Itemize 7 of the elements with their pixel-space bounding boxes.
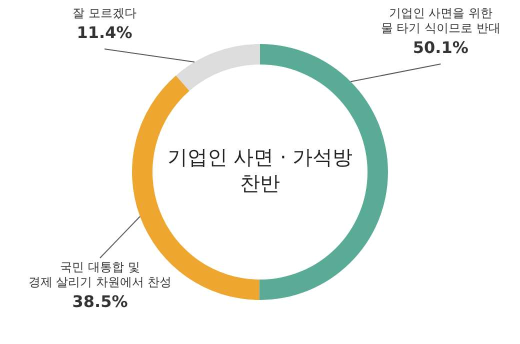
slice-label: 국민 대통합 및 경제 살리기 차원에서 찬성 xyxy=(28,260,172,290)
text: 기업인 사면 · 가석방 찬반 xyxy=(167,145,353,196)
data-label: 11.4% xyxy=(76,23,132,42)
slice-label: 잘 모르겠다 xyxy=(72,6,136,20)
data-label: 50.1% xyxy=(412,38,468,58)
slice-label: 기업인 사면을 위한 물 타기 식이므로 반대 xyxy=(380,6,500,36)
data-label: 38.5% xyxy=(72,292,128,312)
